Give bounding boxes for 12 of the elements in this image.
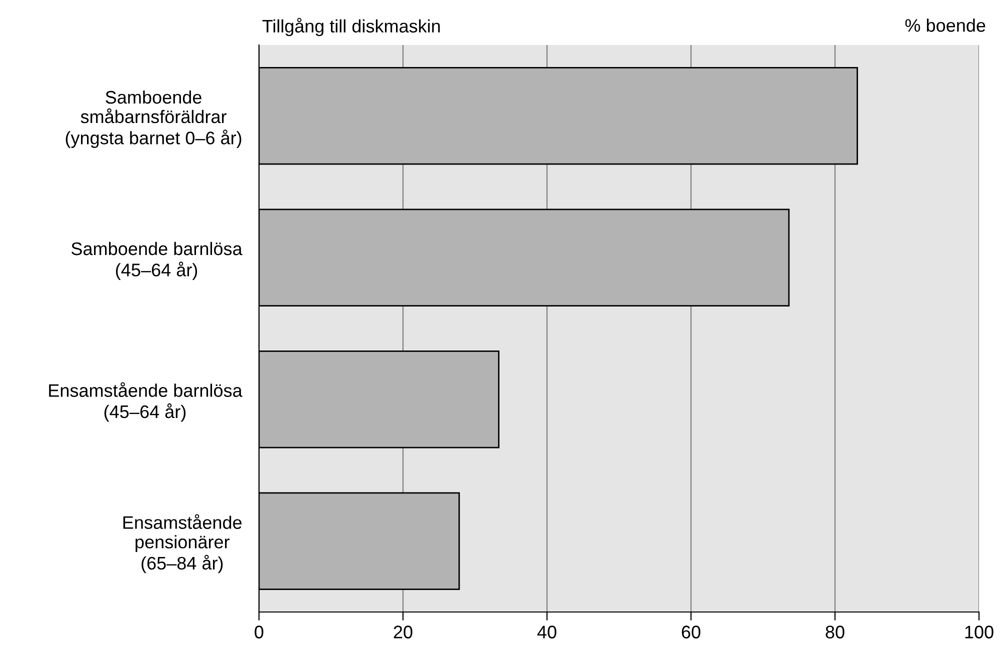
y-tick-label: Ensamstående pensionärer (65–84 år)	[123, 514, 242, 574]
x-tick-label: 80	[826, 626, 844, 638]
x-tick-label: 100	[965, 626, 994, 638]
x-tick-label: 20	[394, 626, 412, 638]
x-axis-title: % boende	[905, 18, 986, 32]
x-tick-label: 0	[254, 626, 264, 638]
chart-title: Tillgång till diskmaskin	[262, 18, 440, 36]
y-tick-label: Samboende barnlösa (45–64 år)	[72, 242, 242, 280]
x-tick-label: 60	[682, 626, 700, 638]
y-tick-label: Samboende småbarnsföräldrar (yngsta barnet 0–6 år)	[66, 90, 242, 148]
y-tick-label: Ensamstående barnlösa (45–64 år)	[49, 382, 242, 422]
x-tick-label: 40	[537, 626, 556, 638]
